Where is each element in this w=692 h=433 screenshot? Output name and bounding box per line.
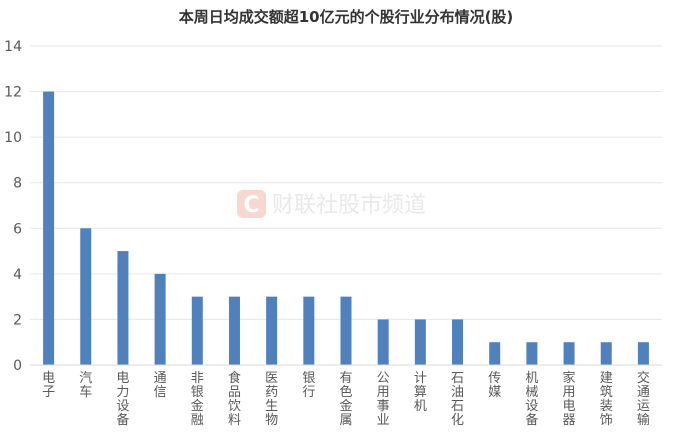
x-tick-label: 电力设备	[116, 371, 129, 428]
x-tick-label: 公用事业	[377, 371, 390, 428]
y-tick-label: 10	[4, 130, 22, 146]
bar	[154, 273, 166, 365]
y-axis-ticks: 0 2 4 6 8 10 12 14	[4, 39, 22, 374]
x-tick-label: 汽车	[79, 371, 92, 400]
x-tick-label: 建筑装饰	[600, 371, 613, 428]
bar	[303, 296, 315, 365]
y-tick-label: 2	[13, 312, 22, 328]
bar	[526, 342, 538, 365]
y-tick-label: 4	[13, 267, 22, 283]
y-tick-label: 0	[13, 358, 22, 374]
watermark-text: 财联社股市频道	[272, 193, 426, 218]
x-tick-label: 通信	[154, 371, 167, 400]
watermark-logo	[237, 190, 266, 218]
y-tick-label: 8	[13, 176, 22, 192]
y-tick-label: 12	[4, 85, 22, 101]
bars	[43, 91, 649, 366]
y-tick-label: 14	[4, 39, 22, 55]
bar	[377, 319, 389, 365]
bar	[637, 342, 649, 365]
x-tick-label: 银行	[302, 371, 315, 400]
x-tick-label: 传媒	[488, 371, 501, 400]
x-tick-label: 非银金融	[191, 371, 204, 428]
x-tick-label: 家用电器	[563, 370, 576, 428]
x-tick-label: 有色金属	[339, 371, 352, 428]
bar	[228, 296, 240, 365]
x-tick-label: 电子	[42, 371, 55, 400]
bar	[191, 296, 203, 365]
bar	[563, 342, 575, 365]
bar	[43, 91, 55, 366]
bar	[489, 342, 501, 365]
bar	[117, 251, 129, 365]
x-tick-label: 交通运输	[637, 370, 650, 428]
bar	[266, 296, 278, 365]
chart-title: 本周日均成交额超10亿元的个股行业分布情况(股)	[179, 8, 514, 26]
x-tick-label: 医药生物	[265, 371, 278, 428]
watermark: C 财联社股市频道	[237, 190, 426, 218]
y-tick-label: 6	[13, 221, 22, 237]
bar	[80, 228, 92, 365]
x-tick-label: 计算机	[414, 371, 427, 414]
x-tick-label: 机械设备	[525, 371, 538, 428]
bar	[340, 296, 352, 365]
bar	[414, 319, 426, 365]
watermark-logo-letter: C	[243, 193, 259, 218]
bar	[452, 319, 464, 365]
x-tick-label: 食品饮料	[228, 370, 241, 428]
x-tick-label: 石油石化	[451, 371, 464, 428]
bar	[600, 342, 612, 365]
